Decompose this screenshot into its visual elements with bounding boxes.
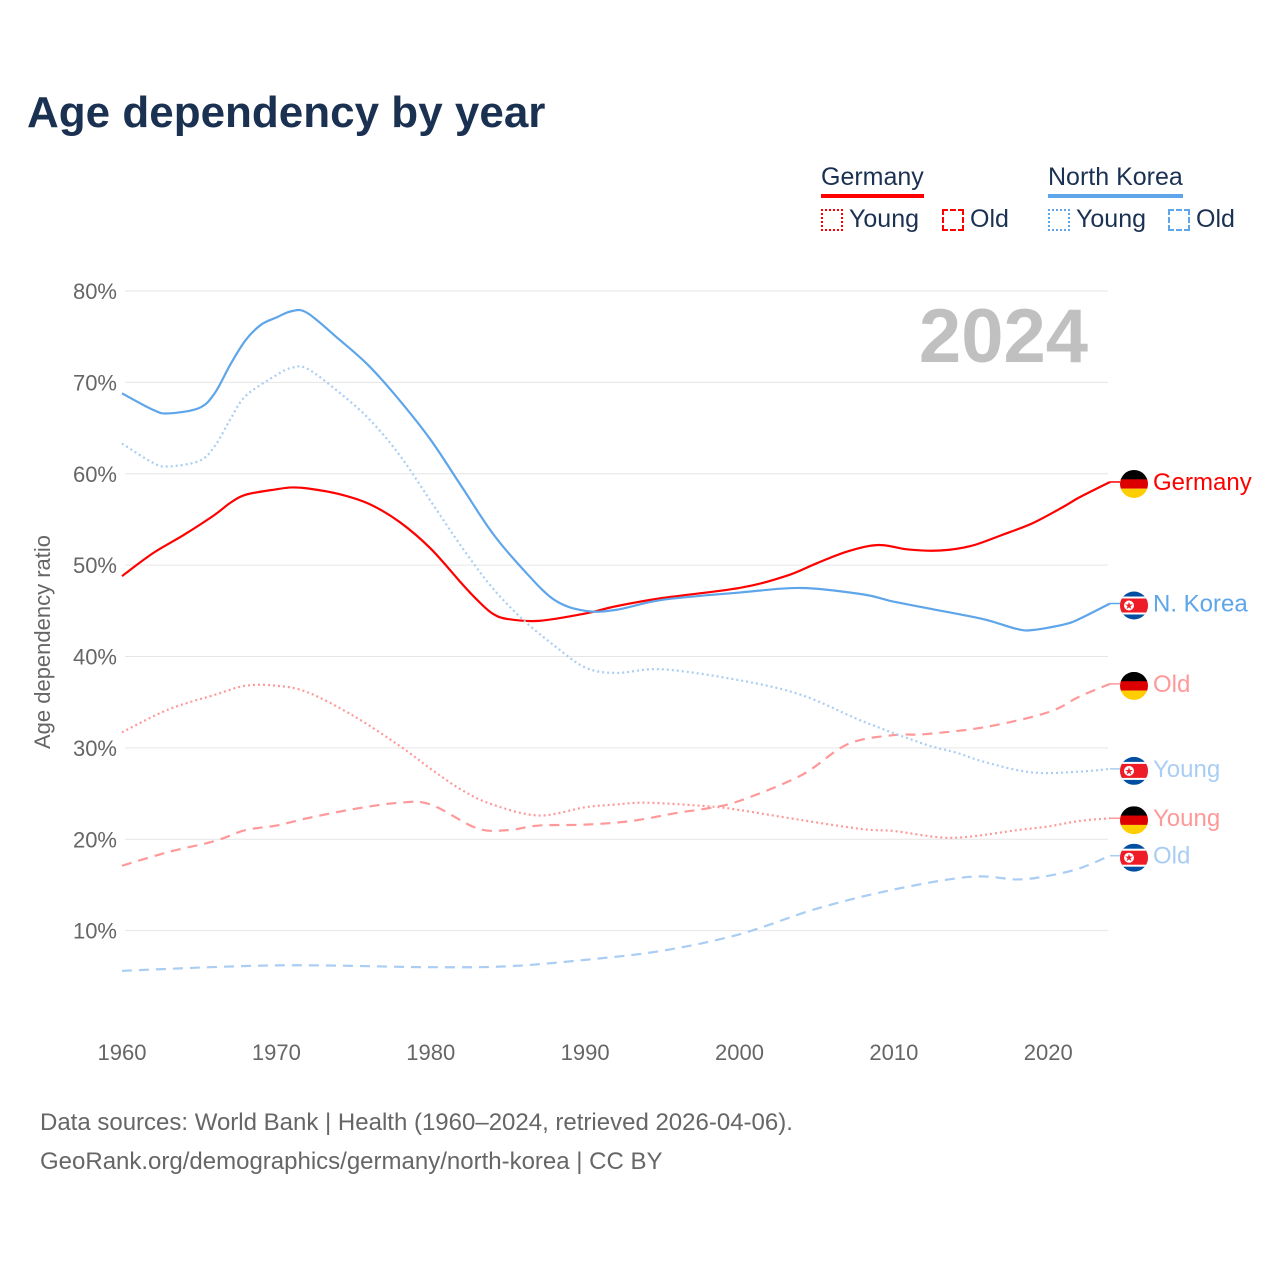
svg-text:★: ★	[1125, 601, 1134, 612]
legend-label: Young	[849, 205, 919, 233]
series-line-germany-young	[121, 683, 1111, 839]
legend-label: Old	[1196, 205, 1235, 233]
series-line-germany	[121, 480, 1111, 623]
x-tick-label: 1970	[252, 1040, 301, 1065]
dashed-swatch-icon	[942, 208, 964, 231]
x-tick-label: 2010	[869, 1040, 918, 1065]
x-tick-label: 1960	[98, 1040, 147, 1065]
series-line-north-korea-young	[121, 365, 1111, 775]
end-label: Young	[1153, 756, 1220, 783]
y-tick-label: 40%	[73, 645, 117, 670]
y-tick-label: 10%	[73, 919, 117, 944]
north-korea-flag-icon: ★	[1120, 591, 1148, 620]
series-line-north-korea-old	[121, 854, 1111, 972]
y-tick-label: 80%	[73, 279, 117, 304]
end-label: N. Korea	[1153, 591, 1248, 618]
chart-title: Age dependency by year	[27, 88, 546, 137]
footer-sources: Data sources: World Bank | Health (1960–…	[40, 1109, 793, 1136]
north-korea-flag-icon: ★	[1120, 756, 1148, 785]
north-korea-flag-icon: ★	[1120, 843, 1148, 872]
end-label: Young	[1153, 805, 1220, 832]
y-tick-label: 70%	[73, 370, 117, 395]
end-label: Old	[1153, 671, 1190, 698]
legend-north-korea: North Korea	[1048, 163, 1183, 198]
dashed-swatch-icon	[1168, 208, 1190, 231]
x-tick-label: 2020	[1024, 1040, 1073, 1065]
legend-germany: Germany	[821, 163, 924, 198]
series-line-north-korea	[121, 308, 1111, 632]
x-tick-label: 1990	[561, 1040, 610, 1065]
svg-text:★: ★	[1125, 853, 1134, 864]
x-tick-label: 1980	[406, 1040, 455, 1065]
y-tick-label: 60%	[73, 462, 117, 487]
series-line-germany-old	[121, 682, 1111, 867]
y-axis-label: Age dependency ratio	[30, 535, 55, 749]
x-tick-label: 2000	[715, 1040, 764, 1065]
legend-label: Young	[1076, 205, 1146, 233]
dotted-swatch-icon	[1048, 208, 1070, 231]
legend-north-korea-old: Old	[1168, 205, 1235, 234]
germany-flag-icon	[1120, 806, 1148, 835]
legend-germany-young: Young	[821, 205, 919, 234]
y-tick-label: 20%	[73, 827, 117, 852]
svg-text:★: ★	[1125, 766, 1134, 777]
y-tick-label: 50%	[73, 553, 117, 578]
germany-flag-icon	[1120, 671, 1148, 700]
legend-label: Old	[970, 205, 1009, 233]
y-tick-label: 30%	[73, 736, 117, 761]
end-label: Germany	[1153, 469, 1252, 496]
end-label: Old	[1153, 843, 1190, 870]
year-watermark: 2024	[919, 294, 1088, 379]
germany-flag-icon	[1120, 469, 1148, 498]
footer-link[interactable]: GeoRank.org/demographics/germany/north-k…	[40, 1148, 663, 1175]
dotted-swatch-icon	[821, 208, 843, 231]
legend-north-korea-young: Young	[1048, 205, 1146, 234]
legend-germany-old: Old	[942, 205, 1009, 234]
